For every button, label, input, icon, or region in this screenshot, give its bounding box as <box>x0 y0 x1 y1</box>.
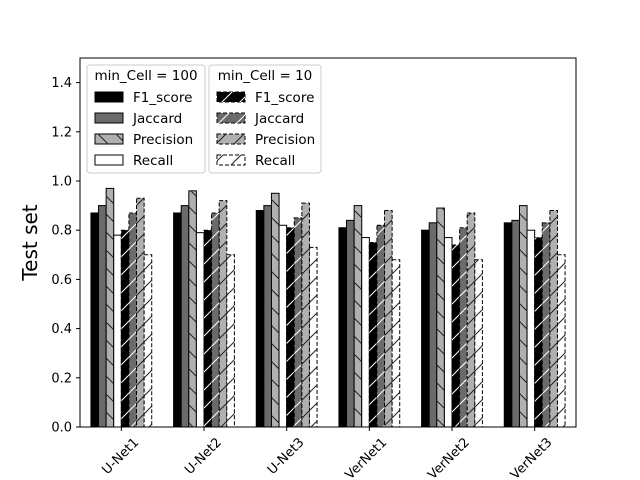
bar-hatch-precision-mincell10-vernet1 <box>384 210 393 427</box>
legend-swatch-hatch-precision-mincell100 <box>95 134 123 144</box>
bar-jaccard-mincell100-u-net1 <box>98 205 107 428</box>
y-tick-label: 0.0 <box>51 421 72 436</box>
bar-f1_score-mincell100-vernet1 <box>338 227 348 428</box>
y-tick-label: 0.2 <box>51 371 72 386</box>
y-tick-label: 1.2 <box>51 125 72 140</box>
legend-title-mincell100: min_Cell = 100 <box>94 68 197 84</box>
bar-hatch-jaccard-mincell10-u-net1 <box>128 212 137 427</box>
bar-jaccard-mincell100-vernet3 <box>511 219 520 428</box>
x-tick-label-vernet3: VerNet3 <box>508 435 556 480</box>
y-tick-label: 1.0 <box>51 175 72 190</box>
bar-hatch-precision-mincell10-vernet2 <box>467 212 475 427</box>
bar-hatch-f1_score-mincell10-u-net2 <box>204 230 212 427</box>
bar-hatch-precision-mincell10-u-net1 <box>136 198 145 427</box>
legend-swatch-hatch-jaccard-mincell10 <box>217 113 245 123</box>
bar-recall-mincell100-vernet2 <box>443 237 453 428</box>
x-tick-label-u-net3: U-Net3 <box>265 435 308 478</box>
bar-hatch-f1_score-mincell10-u-net3 <box>286 227 295 427</box>
legend-swatch-jaccard-mincell100 <box>94 112 124 124</box>
bar-recall-mincell100-vernet1 <box>361 237 370 428</box>
plot-area <box>90 187 566 428</box>
y-tick-label: 0.8 <box>51 224 72 239</box>
legend-label-recall-mincell100: Recall <box>133 153 173 169</box>
bar-hatch-precision-mincell10-u-net2 <box>219 200 227 427</box>
bar-recall-mincell100-vernet3 <box>526 229 536 428</box>
y-tick-label: 0.4 <box>51 322 72 337</box>
legend-label-jaccard-mincell100: Jaccard <box>132 111 182 127</box>
legend-swatch-hatch-precision-mincell10 <box>217 134 245 144</box>
bar-hatch-precision-mincell100-u-net3 <box>271 193 280 427</box>
bar-hatch-recall-mincell10-u-net2 <box>226 254 235 427</box>
bar-hatch-f1_score-mincell10-vernet3 <box>534 237 543 427</box>
bar-hatch-precision-mincell100-vernet2 <box>436 208 445 427</box>
legend-label-recall-mincell10: Recall <box>255 153 295 169</box>
bar-jaccard-mincell100-u-net2 <box>180 205 190 428</box>
y-tick-label: 0.6 <box>51 273 72 288</box>
bar-hatch-f1_score-mincell10-u-net1 <box>121 230 129 427</box>
bar-f1_score-mincell100-u-net3 <box>255 210 265 428</box>
bar-hatch-recall-mincell10-vernet3 <box>557 254 566 427</box>
bar-hatch-recall-mincell10-vernet1 <box>392 259 400 427</box>
bar-recall-mincell100-u-net3 <box>278 224 288 428</box>
legend-label-precision-mincell100: Precision <box>133 132 193 148</box>
bar-hatch-recall-mincell10-u-net3 <box>309 247 318 427</box>
legend-label-f1_score-mincell100: F1_score <box>133 90 192 106</box>
bar-hatch-jaccard-mincell10-vernet1 <box>376 225 385 427</box>
bar-hatch-precision-mincell100-vernet1 <box>354 205 362 427</box>
legend-label-f1_score-mincell10: F1_score <box>255 90 314 106</box>
bar-f1_score-mincell100-u-net2 <box>173 212 182 428</box>
bar-hatch-f1_score-mincell10-vernet2 <box>452 244 460 427</box>
bar-hatch-recall-mincell10-u-net1 <box>144 254 152 427</box>
bar-f1_score-mincell100-u-net1 <box>90 212 100 428</box>
bar-hatch-jaccard-mincell10-vernet3 <box>542 222 550 427</box>
legend-swatch-f1_score-mincell100 <box>94 91 124 103</box>
bar-hatch-precision-mincell100-vernet3 <box>519 205 528 427</box>
legend-swatch-recall-mincell100 <box>94 154 124 166</box>
bar-hatch-recall-mincell10-vernet2 <box>474 259 483 427</box>
bar-hatch-jaccard-mincell10-u-net3 <box>294 217 302 427</box>
bar-jaccard-mincell100-u-net3 <box>263 205 272 428</box>
bar-hatch-precision-mincell100-u-net2 <box>188 190 197 427</box>
legend-swatch-hatch-f1_score-mincell10 <box>217 92 245 102</box>
bar-f1_score-mincell100-vernet3 <box>503 222 513 428</box>
bar-jaccard-mincell100-vernet1 <box>346 219 355 428</box>
axes-frame <box>79 57 577 428</box>
legend-label-precision-mincell10: Precision <box>255 132 315 148</box>
legend-title-mincell10: min_Cell = 10 <box>218 68 313 84</box>
bar-hatch-precision-mincell10-u-net3 <box>301 203 310 427</box>
legend-swatch-hatch-recall-mincell10 <box>217 155 245 165</box>
x-tick-label-vernet1: VerNet1 <box>343 435 391 480</box>
bar-hatch-precision-mincell100-u-net1 <box>106 188 114 427</box>
bar-hatch-jaccard-mincell10-vernet2 <box>459 227 468 427</box>
x-tick-label-u-net2: U-Net2 <box>182 435 225 478</box>
x-tick-label-u-net1: U-Net1 <box>100 435 143 478</box>
legend-label-jaccard-mincell10: Jaccard <box>254 111 304 127</box>
bar-hatch-f1_score-mincell10-vernet1 <box>369 242 377 427</box>
x-tick-label-vernet2: VerNet2 <box>425 435 473 480</box>
bar-jaccard-mincell100-vernet2 <box>428 222 438 428</box>
y-tick-label: 1.4 <box>51 76 72 91</box>
y-axis-title: Test set <box>18 204 42 281</box>
bar-f1_score-mincell100-vernet2 <box>421 229 430 428</box>
bar-recall-mincell100-u-net2 <box>195 232 205 428</box>
legend: min_Cell = 100 F1_score Jaccard Precision Re… <box>86 64 322 174</box>
bar-recall-mincell100-u-net1 <box>113 234 122 428</box>
bar-hatch-precision-mincell10-vernet3 <box>549 210 558 427</box>
bar-hatch-jaccard-mincell10-u-net2 <box>211 212 220 427</box>
